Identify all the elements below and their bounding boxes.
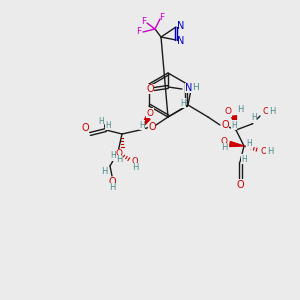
Text: H: H	[246, 140, 252, 148]
Text: O: O	[224, 107, 232, 116]
Text: H: H	[180, 98, 186, 107]
Polygon shape	[232, 116, 236, 130]
Text: O: O	[221, 120, 229, 130]
Text: H: H	[221, 143, 227, 152]
Text: O: O	[261, 148, 267, 157]
Text: O: O	[132, 158, 138, 166]
Text: H: H	[105, 121, 111, 130]
Text: H: H	[116, 155, 122, 164]
Text: H: H	[267, 148, 273, 157]
Text: H: H	[269, 107, 275, 116]
Text: N: N	[185, 83, 192, 93]
Text: F: F	[159, 14, 165, 22]
Polygon shape	[140, 117, 150, 130]
Text: H: H	[241, 154, 247, 164]
Text: H: H	[101, 167, 107, 176]
Text: H: H	[237, 106, 243, 115]
Text: H: H	[109, 184, 115, 193]
Text: H: H	[98, 118, 104, 127]
Text: O: O	[220, 136, 227, 146]
Text: O: O	[146, 84, 154, 94]
Text: N: N	[177, 36, 185, 46]
Text: H: H	[132, 164, 138, 172]
Text: H: H	[110, 152, 116, 160]
Text: H: H	[139, 121, 145, 130]
Text: F: F	[136, 28, 142, 37]
Text: N: N	[177, 21, 185, 31]
Text: O: O	[108, 177, 116, 187]
Text: O: O	[116, 149, 122, 158]
Text: H: H	[231, 121, 237, 130]
Polygon shape	[230, 142, 244, 146]
Text: O: O	[262, 107, 269, 116]
Text: O: O	[236, 180, 244, 190]
Text: H: H	[192, 83, 199, 92]
Text: O: O	[146, 109, 154, 118]
Text: O: O	[81, 123, 89, 133]
Text: O: O	[148, 122, 156, 132]
Text: F: F	[141, 17, 147, 26]
Text: H: H	[251, 113, 257, 122]
